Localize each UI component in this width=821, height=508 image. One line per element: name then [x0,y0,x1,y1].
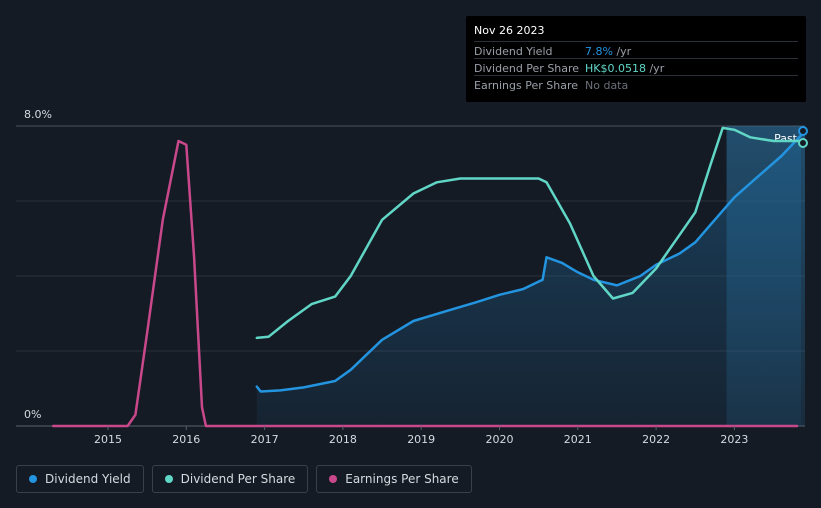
tooltip-row-dividend-yield: Dividend Yield 7.8% /yr [474,41,798,59]
legend-label: Dividend Yield [45,472,131,486]
earnings-per-share-line [51,139,799,428]
x-tick-label: 2019 [407,433,435,446]
y-tick-label-max: 8.0% [24,108,52,121]
tooltip-unit: /yr [645,62,665,75]
tooltip-unit: /yr [612,45,632,58]
x-tick-label: 2022 [642,433,670,446]
dividend-yield-area [256,135,801,426]
dividend-per-share-end-marker [798,138,808,148]
legend-label: Dividend Per Share [180,472,296,486]
x-tick-label: 2018 [329,433,357,446]
y-tick-label-min: 0% [24,408,41,421]
legend-label: Earnings Per Share [345,472,459,486]
tooltip-date: Nov 26 2023 [474,24,545,37]
x-tick-label: 2023 [720,433,748,446]
x-tick-label: 2020 [486,433,514,446]
dividend-per-share-line [255,126,803,340]
tooltip-label: Dividend Yield [474,45,553,58]
chart-tooltip: Nov 26 2023 Dividend Yield 7.8% /yr Divi… [466,16,806,102]
tooltip-value: 7.8% [585,45,613,58]
x-tick-label: 2016 [172,433,200,446]
x-tick-label: 2015 [94,433,122,446]
tooltip-row-dividend-per-share: Dividend Per Share HK$0.0518 /yr [474,58,798,76]
tooltip-label: Dividend Per Share [474,62,580,75]
x-tick-label: 2021 [564,433,592,446]
legend-dot-icon [329,475,338,483]
dividend-yield-line [255,134,803,393]
tooltip-value: No data [585,79,629,92]
dividend-yield-end-marker [798,126,808,136]
legend-dividend-per-share[interactable]: Dividend Per Share [151,465,309,493]
tooltip-row-earnings-per-share: Earnings Per Share No data [474,75,798,93]
legend-dot-icon [164,475,173,483]
legend-dot-icon [29,475,37,483]
tooltip-label: Earnings Per Share [474,79,579,92]
chart-legend: Dividend Yield Dividend Per Share Earnin… [16,465,472,493]
x-tick-label: 2017 [251,433,279,446]
tooltip-value: HK$0.0518 [585,62,646,75]
legend-dividend-yield[interactable]: Dividend Yield [16,465,144,493]
legend-earnings-per-share[interactable]: Earnings Per Share [316,465,472,493]
